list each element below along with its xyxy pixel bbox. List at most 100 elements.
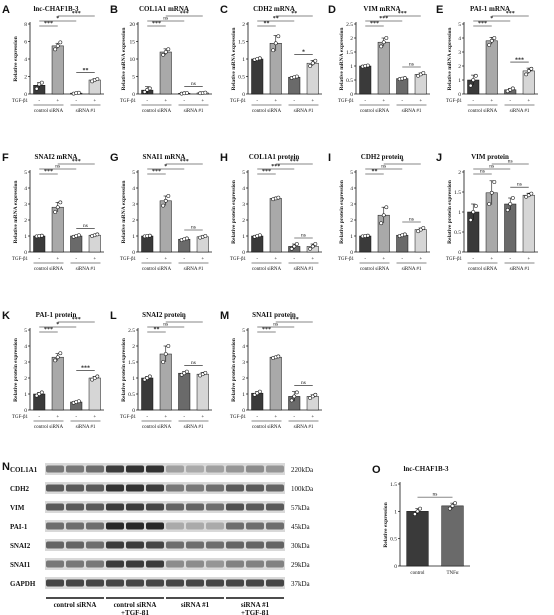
group-label: control siRNA: [34, 425, 64, 430]
blot-band: [86, 541, 104, 549]
data-point: [273, 41, 278, 46]
blot-band: [246, 522, 264, 530]
data-point: [294, 74, 299, 79]
treatment-sign: +: [56, 99, 59, 104]
blot-band: [206, 560, 224, 568]
y-axis-label: Relative mRNA expression: [121, 181, 127, 244]
data-point: [310, 394, 315, 399]
blot-band: [86, 484, 104, 492]
treatment-label: TGF-β1: [12, 99, 29, 104]
data-point: [276, 354, 281, 359]
data-point: [163, 50, 168, 54]
significance-label: ***: [398, 11, 407, 17]
blot-band: [106, 522, 124, 530]
blot-band: [146, 579, 164, 587]
panel-title: SNAI1 protein: [252, 311, 296, 319]
data-point: [92, 376, 97, 380]
significance-label: ***: [515, 57, 524, 63]
significance-label: **: [273, 16, 279, 22]
significance-label: ns: [301, 233, 306, 239]
blot-band: [46, 503, 64, 511]
y-tick-label: 2: [242, 218, 245, 224]
blot-band: [266, 465, 284, 473]
y-tick-label: 1.5: [128, 360, 135, 366]
y-tick-label: 2: [350, 218, 353, 224]
y-tick-label: 4: [24, 186, 27, 192]
treatment-sign: -: [146, 99, 148, 104]
y-tick-label: 0: [24, 250, 27, 256]
data-point: [524, 194, 529, 199]
significance-label: **: [154, 327, 160, 333]
panel-letter: L: [110, 310, 117, 322]
blot-band: [66, 465, 84, 473]
treatment-sign: +: [382, 257, 385, 262]
y-tick-label: 2: [24, 218, 27, 224]
treatment-label: TGF-β1: [338, 99, 355, 104]
data-point: [510, 196, 515, 200]
treatment-sign: +: [527, 99, 530, 104]
bar: [522, 194, 535, 253]
significance-label: ns: [480, 169, 485, 175]
blot-strip: [45, 558, 285, 570]
blot-band: [46, 522, 64, 530]
y-tick-label: 0: [458, 92, 461, 98]
treatment-sign: -: [293, 257, 295, 262]
y-tick-label: 5: [132, 170, 135, 176]
panel-letter: K: [2, 310, 10, 322]
treatment-sign: -: [293, 99, 295, 104]
blot-band: [66, 484, 84, 492]
group-label: control siRNA: [468, 109, 498, 114]
bar: [33, 235, 46, 253]
blot-band: [106, 560, 124, 568]
panel-letter: H: [220, 152, 228, 164]
significance-label: ***: [152, 21, 161, 27]
blot-band: [126, 522, 144, 530]
significance-label: ns: [83, 223, 88, 229]
data-point: [526, 69, 531, 73]
y-tick-label: 0: [132, 408, 135, 414]
group-label: siRNA #1: [402, 109, 422, 114]
data-point: [55, 355, 60, 360]
data-point: [294, 390, 299, 395]
blot-strip: [45, 577, 285, 589]
data-point: [379, 221, 384, 226]
y-tick-label: 2: [24, 75, 27, 81]
panel-title: VIM mRNA: [363, 5, 400, 13]
treatment-sign: -: [38, 415, 40, 420]
data-point: [421, 71, 426, 75]
panel-e: E PAI-1 mRNA Relative mRNA expression 0 1 2 3 4…: [436, 4, 538, 114]
blot-band: [206, 484, 224, 492]
significance-label: ns: [381, 164, 386, 170]
significance-label: *: [490, 16, 493, 22]
data-point: [294, 242, 299, 246]
y-axis-label: Relative mRNA expression: [447, 28, 453, 91]
blot-band: [206, 579, 224, 587]
treatment-sign: -: [256, 415, 258, 420]
protein-label: COL1A1: [10, 466, 38, 474]
y-tick-label: 2: [458, 64, 461, 70]
group-label: siRNA #1: [294, 267, 314, 272]
significance-label: ns: [273, 322, 278, 328]
y-axis-label: Relative expression: [13, 36, 19, 81]
blot-band: [226, 579, 244, 587]
y-tick-label: 4: [242, 186, 245, 192]
panel-title: SNAI1 mRNA: [143, 153, 186, 161]
lane-group-label: control siRNA: [114, 601, 157, 609]
y-tick-label: 2: [458, 170, 461, 176]
treatment-sign: +: [311, 415, 314, 420]
bar: [396, 78, 409, 95]
data-point: [95, 77, 100, 82]
blot-band: [206, 541, 224, 549]
panel-letter: E: [436, 4, 443, 16]
treatment-sign: +: [93, 415, 96, 420]
panel-g: G SNAI1 mRNA Relative mRNA expression 0 1 2 3 4…: [110, 152, 212, 272]
data-point: [53, 358, 58, 363]
data-point: [508, 202, 513, 206]
blot-band: [66, 503, 84, 511]
panel-title: COL1A1 mRNA: [139, 5, 189, 13]
data-point: [415, 509, 420, 514]
data-point: [313, 58, 318, 63]
blot-strip: [45, 463, 285, 475]
data-point: [76, 233, 81, 238]
